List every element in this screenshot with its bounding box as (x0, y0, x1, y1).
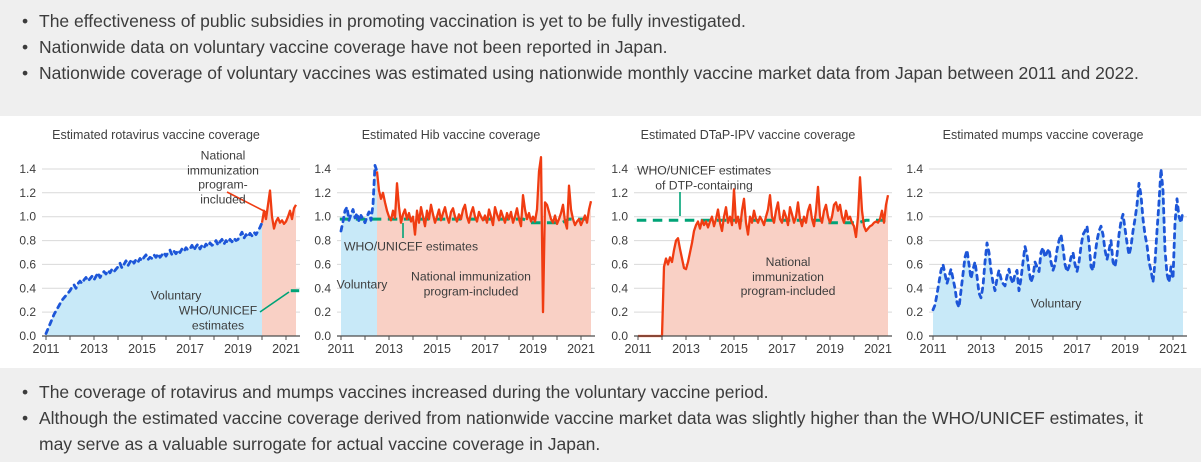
svg-text:1.2: 1.2 (906, 186, 923, 200)
svg-text:2021: 2021 (864, 342, 892, 356)
svg-text:2019: 2019 (1111, 342, 1139, 356)
chart-mumps: Estimated mumps vaccine coverage 2011 201… (895, 126, 1191, 362)
svg-text:1.2: 1.2 (611, 186, 628, 200)
chart-title-rotavirus: Estimated rotavirus vaccine coverage (52, 128, 260, 142)
svg-text:2011: 2011 (920, 342, 947, 356)
svg-text:2015: 2015 (1015, 342, 1043, 356)
svg-text:0.4: 0.4 (906, 281, 923, 295)
svg-text:0.2: 0.2 (19, 305, 36, 319)
svg-text:1.2: 1.2 (19, 186, 36, 200)
svg-text:0.0: 0.0 (314, 329, 331, 343)
chart-title-hib: Estimated Hib vaccine coverage (361, 128, 541, 142)
svg-text:2013: 2013 (672, 342, 700, 356)
svg-text:2017: 2017 (176, 342, 204, 356)
bullet-item: The effectiveness of public subsidies in… (20, 8, 1155, 34)
svg-text:1.0: 1.0 (19, 210, 36, 224)
svg-text:0.0: 0.0 (611, 329, 628, 343)
svg-text:2011: 2011 (625, 342, 652, 356)
bullet-item: The coverage of rotavirus and mumps vacc… (20, 379, 1155, 405)
svg-text:0.8: 0.8 (906, 234, 923, 248)
svg-text:1.4: 1.4 (906, 162, 923, 176)
conclusion-bullets: The coverage of rotavirus and mumps vacc… (0, 368, 1201, 457)
svg-text:2019: 2019 (519, 342, 547, 356)
svg-text:2019: 2019 (816, 342, 844, 356)
svg-text:0.4: 0.4 (19, 281, 36, 295)
svg-text:0.2: 0.2 (314, 305, 331, 319)
svg-text:0.4: 0.4 (314, 281, 331, 295)
svg-text:2017: 2017 (1063, 342, 1091, 356)
svg-text:1.0: 1.0 (906, 210, 923, 224)
svg-text:0.2: 0.2 (906, 305, 923, 319)
svg-text:0.6: 0.6 (314, 257, 331, 271)
svg-text:2015: 2015 (423, 342, 451, 356)
svg-text:1.2: 1.2 (314, 186, 331, 200)
chart-title-mumps: Estimated mumps vaccine coverage (942, 128, 1144, 142)
rotavirus-plot: 2011 2013 2015 2017 2019 2021 0.0 0.2 0.4 0.6 0.8 1… (19, 162, 300, 356)
svg-text:0.6: 0.6 (906, 257, 923, 271)
svg-text:0.0: 0.0 (19, 329, 36, 343)
chart-rotavirus: Estimated rotavirus vaccine coverage 201… (8, 126, 304, 362)
svg-text:2021: 2021 (567, 342, 595, 356)
mumps-plot: 2011 2013 2015 2017 2019 2021 0.0 0.2 0.4 0.6 0.8 1… (906, 162, 1187, 356)
bullet-item: Nationwide data on voluntary vaccine cov… (20, 34, 1155, 60)
svg-text:0.2: 0.2 (611, 305, 628, 319)
svg-text:2015: 2015 (720, 342, 748, 356)
svg-text:1.0: 1.0 (314, 210, 331, 224)
intro-panel: The effectiveness of public subsidies in… (0, 0, 1201, 116)
svg-text:0.4: 0.4 (611, 281, 628, 295)
svg-text:2011: 2011 (328, 342, 355, 356)
svg-text:0.0: 0.0 (906, 329, 923, 343)
bullet-item: Although the estimated vaccine coverage … (20, 405, 1155, 457)
svg-text:2015: 2015 (128, 342, 156, 356)
svg-text:2011: 2011 (33, 342, 60, 356)
bullet-item: Nationwide coverage of voluntary vaccine… (20, 60, 1155, 86)
dtap-ipv-plot: 2011 2013 2015 2017 2019 2021 0.0 0.2 0.4 0.6 0.8 1… (611, 162, 892, 356)
svg-text:0.8: 0.8 (611, 234, 628, 248)
svg-text:2013: 2013 (80, 342, 108, 356)
chart-title-dtap-ipv: Estimated DTaP-IPV vaccine coverage (640, 128, 856, 142)
intro-bullets: The effectiveness of public subsidies in… (0, 0, 1201, 86)
svg-text:1.4: 1.4 (19, 162, 36, 176)
svg-text:1.4: 1.4 (314, 162, 331, 176)
svg-text:2017: 2017 (471, 342, 499, 356)
hib-plot: 2011 2013 2015 2017 2019 2021 0.0 0.2 0.4 0.6 0.8 1… (314, 155, 595, 356)
charts-row: Estimated rotavirus vaccine coverage 201… (0, 116, 1201, 368)
chart-hib: Estimated Hib vaccine coverage 2011 2013 2… (303, 126, 599, 362)
svg-text:1.0: 1.0 (611, 210, 628, 224)
chart-dtap-ipv: Estimated DTaP-IPV vaccine coverage 2011… (600, 126, 896, 362)
svg-text:0.8: 0.8 (314, 234, 331, 248)
svg-text:2021: 2021 (272, 342, 300, 356)
svg-text:2013: 2013 (375, 342, 403, 356)
svg-text:0.8: 0.8 (19, 234, 36, 248)
svg-text:0.6: 0.6 (19, 257, 36, 271)
svg-text:2013: 2013 (967, 342, 995, 356)
svg-text:1.4: 1.4 (611, 162, 628, 176)
svg-text:2019: 2019 (224, 342, 252, 356)
svg-text:0.6: 0.6 (611, 257, 628, 271)
conclusion-panel: The coverage of rotavirus and mumps vacc… (0, 368, 1201, 462)
svg-text:2021: 2021 (1159, 342, 1187, 356)
svg-text:2017: 2017 (768, 342, 796, 356)
